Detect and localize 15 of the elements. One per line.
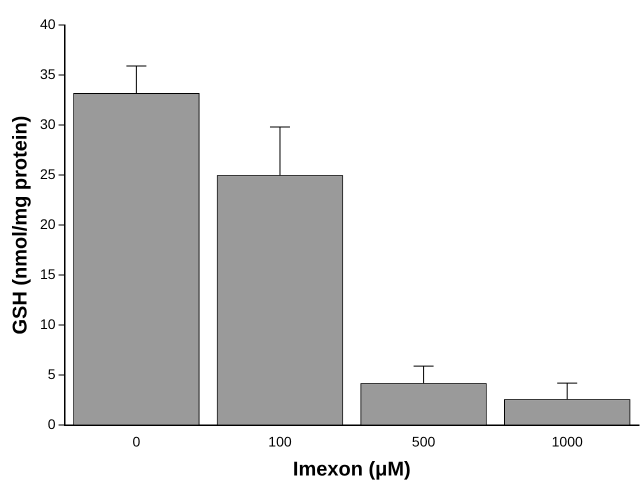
y-tick-label: 25 (40, 166, 56, 182)
y-tick-label: 20 (40, 216, 56, 232)
y-axis-title: GSH (nmol/mg protein) (10, 116, 32, 335)
x-axis-title: Imexon (μM) (292, 458, 411, 481)
y-tick-label: 0 (48, 416, 56, 432)
y-tick-label: 40 (40, 16, 56, 32)
x-tick-label: 100 (268, 433, 292, 450)
x-tick-label: 500 (412, 433, 436, 450)
y-tick-label: 30 (40, 116, 56, 132)
y-tick-label: 10 (40, 316, 56, 332)
y-tick-label: 15 (40, 266, 56, 282)
x-tick-label: 1000 (552, 433, 583, 450)
y-tick-label: 35 (40, 66, 56, 82)
x-tick-label: 0 (132, 433, 140, 450)
y-tick-label: 5 (48, 366, 56, 382)
